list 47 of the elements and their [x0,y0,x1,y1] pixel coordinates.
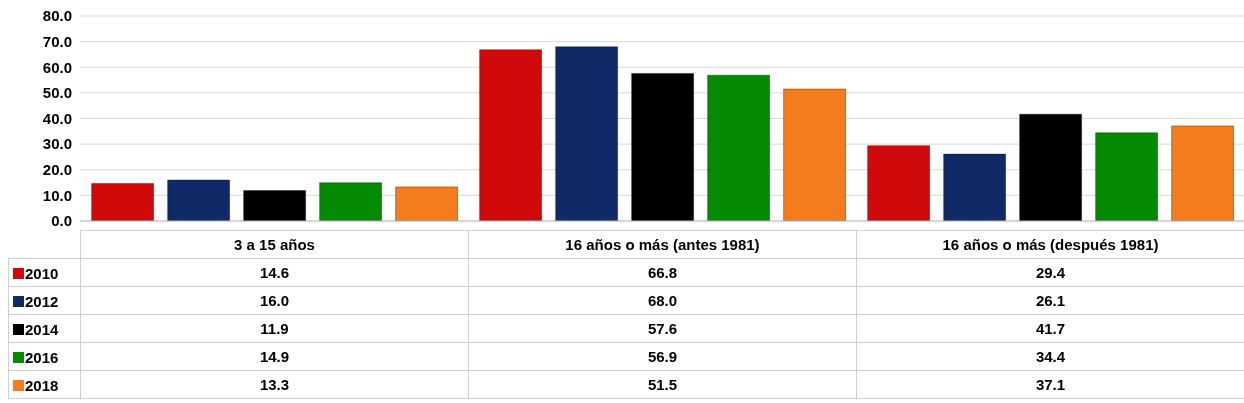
data-label: 68.0 [468,286,857,315]
data-label: 13.3 [80,370,469,399]
bar [319,182,383,221]
bar [1171,125,1235,221]
x-tick-label: 16 años o más (después 1981) [856,230,1244,259]
legend-label: 2018 [25,376,59,394]
data-label: 51.5 [468,370,857,399]
data-label: 16.0 [80,286,469,315]
bar [479,49,543,221]
legend-label: 2010 [25,264,59,282]
bar [395,186,459,221]
bar [783,88,847,221]
data-label: 29.4 [856,258,1244,287]
bar [167,179,231,221]
bar [555,46,619,221]
bar [943,153,1007,221]
data-label: 57.6 [468,314,857,343]
legend-label: 2016 [25,348,59,366]
x-tick-label: 16 años o más (antes 1981) [468,230,857,259]
y-tick-label: 70.0 [42,32,72,50]
data-label: 11.9 [80,314,469,343]
bar [243,190,307,221]
x-tick-label: 3 a 15 años [80,230,469,259]
bar [631,72,695,221]
bar [707,74,771,221]
y-tick-label: 40.0 [42,109,72,127]
legend-label: 2012 [25,292,59,310]
y-tick-label: 0.0 [51,212,72,230]
data-label: 66.8 [468,258,857,287]
data-label: 14.6 [80,258,469,287]
y-tick-label: 10.0 [42,186,72,204]
data-label: 56.9 [468,342,857,371]
bar [867,145,931,221]
y-tick-label: 60.0 [42,58,72,76]
bar [1019,113,1083,221]
legend-label: 2014 [25,320,59,338]
y-tick-label: 20.0 [42,161,72,179]
bar [1095,132,1159,221]
data-label: 34.4 [856,342,1244,371]
bar [91,183,155,221]
data-label: 14.9 [80,342,469,371]
data-label: 26.1 [856,286,1244,315]
y-tick-label: 50.0 [42,84,72,102]
y-tick-label: 80.0 [42,7,72,25]
data-label: 37.1 [856,370,1244,399]
y-tick-label: 30.0 [42,135,72,153]
data-label: 41.7 [856,314,1244,343]
